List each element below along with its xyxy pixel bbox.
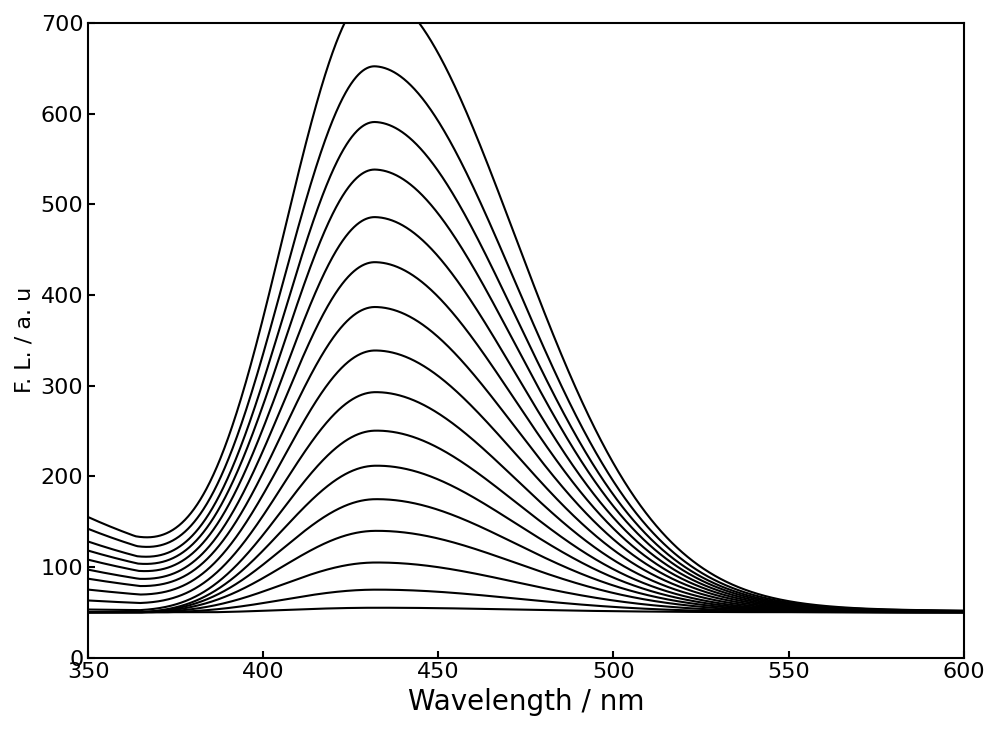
Y-axis label: F. L. / a. u: F. L. / a. u (15, 287, 35, 393)
X-axis label: Wavelength / nm: Wavelength / nm (408, 688, 644, 716)
